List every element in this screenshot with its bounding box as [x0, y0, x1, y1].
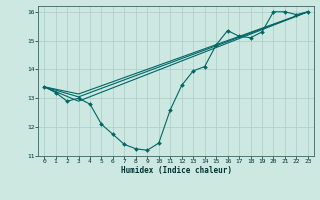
X-axis label: Humidex (Indice chaleur): Humidex (Indice chaleur): [121, 166, 231, 175]
